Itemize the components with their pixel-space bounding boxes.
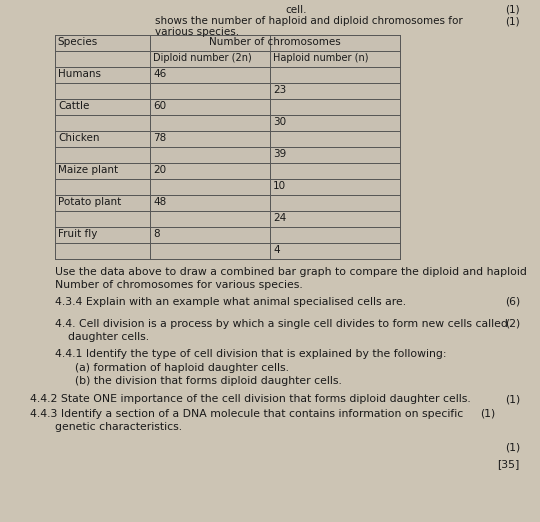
Text: shows the number of haploid and diploid chromosomes for: shows the number of haploid and diploid … [155, 16, 463, 26]
Text: various species.: various species. [155, 27, 239, 37]
Text: (b) the division that forms diploid daughter cells.: (b) the division that forms diploid daug… [75, 376, 342, 386]
Text: 30: 30 [273, 117, 286, 127]
Polygon shape [55, 35, 400, 259]
Text: daughter cells.: daughter cells. [68, 332, 149, 342]
Text: (1): (1) [505, 5, 520, 15]
Text: 4.4.2 State ONE importance of the cell division that forms diploid daughter cell: 4.4.2 State ONE importance of the cell d… [30, 394, 471, 404]
Text: 8: 8 [153, 229, 160, 239]
Text: (2): (2) [505, 319, 520, 329]
Text: (a) formation of haploid daughter cells.: (a) formation of haploid daughter cells. [75, 363, 289, 373]
Text: cell.: cell. [285, 5, 307, 15]
Text: (6): (6) [505, 297, 520, 307]
Text: 4.4.1 Identify the type of cell division that is explained by the following:: 4.4.1 Identify the type of cell division… [55, 349, 447, 359]
Text: Humans: Humans [58, 69, 101, 79]
Text: Number of chromosomes: Number of chromosomes [209, 37, 341, 47]
Text: [35]: [35] [498, 459, 520, 469]
Text: genetic characteristics.: genetic characteristics. [55, 422, 182, 432]
Text: (1): (1) [505, 443, 520, 453]
Text: Haploid number (n): Haploid number (n) [273, 53, 368, 63]
Text: (1): (1) [480, 409, 495, 419]
Text: 10: 10 [273, 181, 286, 191]
Text: Maize plant: Maize plant [58, 165, 118, 175]
Text: 46: 46 [153, 69, 166, 79]
Text: (1): (1) [505, 394, 520, 404]
Text: 60: 60 [153, 101, 166, 111]
Text: 4.3.4 Explain with an example what animal specialised cells are.: 4.3.4 Explain with an example what anima… [55, 297, 406, 307]
Text: Fruit fly: Fruit fly [58, 229, 97, 239]
Text: 4: 4 [273, 245, 280, 255]
Text: Number of chromosomes for various species.: Number of chromosomes for various specie… [55, 280, 303, 290]
Text: 20: 20 [153, 165, 166, 175]
Text: Cattle: Cattle [58, 101, 90, 111]
Text: Potato plant: Potato plant [58, 197, 122, 207]
Text: Use the data above to draw a combined bar graph to compare the diploid and haplo: Use the data above to draw a combined ba… [55, 267, 527, 277]
Text: Chicken: Chicken [58, 133, 99, 143]
Text: 39: 39 [273, 149, 286, 159]
Text: 4.4.3 Identify a section of a DNA molecule that contains information on specific: 4.4.3 Identify a section of a DNA molecu… [30, 409, 463, 419]
Text: Species: Species [57, 37, 97, 47]
Text: 4.4. Cell division is a process by which a single cell divides to form new cells: 4.4. Cell division is a process by which… [55, 319, 508, 329]
Text: 48: 48 [153, 197, 166, 207]
Text: 24: 24 [273, 213, 286, 223]
Text: Diploid number (2n): Diploid number (2n) [153, 53, 252, 63]
Text: 78: 78 [153, 133, 166, 143]
Text: (1): (1) [505, 16, 520, 26]
Text: 23: 23 [273, 85, 286, 95]
